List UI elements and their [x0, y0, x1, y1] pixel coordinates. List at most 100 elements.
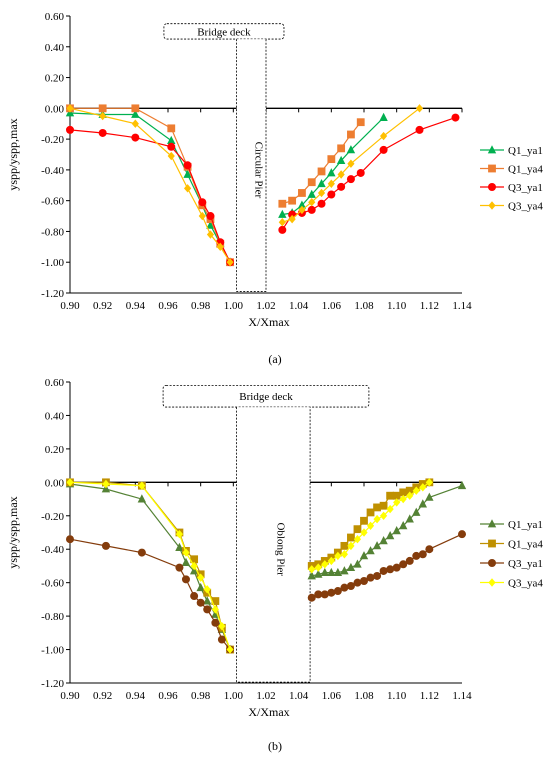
data-point-q3_ya1 — [337, 182, 346, 191]
x-tick-label: 1.12 — [420, 690, 439, 702]
data-point-q3_ya1 — [101, 541, 110, 550]
data-point-q3_ya1 — [181, 575, 190, 584]
x-tick-label: 0.96 — [158, 690, 178, 702]
data-point-q1_ya4 — [167, 124, 176, 133]
data-point-q1_ya1 — [137, 494, 147, 503]
legend-marker — [488, 539, 496, 548]
y-tick-label: -0.80 — [41, 226, 64, 238]
pier-label: Oblong Pier — [274, 522, 286, 576]
data-point-q3_ya4 — [175, 529, 184, 539]
data-point-q1_ya4 — [317, 167, 326, 176]
data-point-q3_ya4 — [419, 483, 427, 492]
x-tick-label: 1.14 — [452, 690, 472, 702]
legend-label: Q1_ya1 — [508, 519, 543, 531]
series-line-q3_ya1 — [281, 117, 456, 231]
data-point-q3_ya4 — [138, 481, 146, 490]
data-point-q1_ya4 — [211, 597, 220, 605]
data-point-q3_ya1 — [167, 142, 176, 151]
y-tick-label: 0.20 — [45, 73, 65, 85]
data-point-q1_ya1 — [412, 507, 421, 516]
x-tick-label: 1.06 — [322, 690, 342, 702]
data-point-q3_ya4 — [399, 494, 407, 504]
data-point-q1_ya1 — [196, 582, 205, 592]
data-point-q3_ya4 — [226, 258, 234, 267]
data-point-q3_ya1 — [317, 199, 326, 208]
data-point-q1_ya4 — [360, 516, 368, 525]
y-tick-label: -0.20 — [41, 511, 64, 523]
legend-marker — [487, 519, 497, 528]
data-point-q1_ya1 — [340, 566, 349, 575]
data-point-q1_ya1 — [320, 567, 329, 577]
data-point-q3_ya4 — [288, 214, 296, 224]
y-tick-label: -0.20 — [41, 134, 64, 146]
data-point-q1_ya1 — [131, 109, 140, 118]
y-tick-label: -1.00 — [41, 645, 64, 657]
data-point-q3_ya1 — [451, 113, 460, 122]
data-point-q3_ya1 — [356, 168, 365, 177]
data-point-q1_ya1 — [297, 200, 307, 209]
data-point-q3_ya1 — [458, 530, 466, 539]
x-tick-label: 0.94 — [126, 690, 146, 702]
panel-label: (b) — [268, 739, 282, 753]
data-point-q1_ya4 — [98, 104, 107, 113]
series-line-q1_ya1 — [69, 112, 231, 263]
data-point-q1_ya1 — [307, 189, 316, 198]
data-point-q1_ya1 — [314, 569, 323, 578]
data-point-q1_ya1 — [425, 492, 434, 501]
x-tick-label: 0.94 — [126, 300, 146, 312]
data-point-q1_ya1 — [359, 551, 369, 560]
data-point-q1_ya1 — [385, 531, 395, 540]
data-point-q1_ya1 — [353, 559, 362, 568]
y-tick-label: 0.60 — [45, 11, 65, 23]
data-point-q3_ya1 — [190, 592, 199, 601]
legend-label: Q3_ya1 — [508, 558, 543, 570]
legend-label: Q3_ya1 — [508, 182, 543, 194]
data-point-q1_ya1 — [392, 526, 401, 535]
data-point-q1_ya1 — [346, 145, 356, 154]
data-point-q3_ya4 — [66, 478, 74, 487]
data-point-q3_ya4 — [308, 565, 316, 574]
x-tick-label: 1.00 — [224, 300, 244, 312]
data-point-q1_ya4 — [386, 491, 395, 500]
data-point-q1_ya4 — [288, 196, 297, 205]
data-point-q3_ya1 — [399, 560, 408, 569]
data-point-q1_ya4 — [340, 541, 349, 550]
data-point-q3_ya1 — [211, 618, 220, 627]
series-line-q3_ya1 — [69, 129, 231, 263]
data-point-q3_ya4 — [412, 486, 420, 495]
data-point-q3_ya1 — [320, 590, 329, 599]
data-point-q3_ya1 — [366, 573, 375, 582]
x-tick-label: 0.98 — [191, 690, 211, 702]
data-point-q1_ya4 — [347, 533, 355, 542]
data-point-q1_ya4 — [373, 503, 381, 512]
data-point-q1_ya1 — [181, 557, 191, 566]
data-point-q1_ya1 — [317, 178, 326, 188]
data-point-q3_ya1 — [425, 545, 434, 554]
data-point-q1_ya1 — [372, 541, 382, 550]
data-point-q3_ya4 — [198, 211, 206, 221]
x-tick-label: 0.90 — [60, 690, 80, 702]
data-point-q3_ya4 — [321, 560, 329, 569]
x-tick-label: 1.04 — [289, 300, 309, 312]
data-point-q3_ya1 — [405, 556, 414, 565]
legend-marker — [488, 183, 496, 191]
x-tick-label: 1.04 — [289, 690, 309, 702]
legend-label: Q3_ya4 — [508, 578, 543, 590]
data-point-q1_ya1 — [366, 546, 375, 555]
data-point-q3_ya4 — [314, 563, 322, 572]
x-tick-label: 1.10 — [387, 300, 407, 312]
x-tick-label: 0.92 — [93, 300, 112, 312]
legend-marker — [488, 559, 496, 567]
data-point-q3_ya4 — [366, 521, 375, 531]
data-point-q3_ya4 — [334, 551, 342, 561]
y-axis-title: yspp/yspp,max — [6, 496, 20, 568]
data-point-q1_ya1 — [307, 571, 316, 580]
series-line-q1_ya4 — [70, 481, 231, 650]
data-point-q3_ya4 — [360, 528, 368, 537]
data-point-q3_ya1 — [307, 593, 316, 602]
data-point-q3_ya1 — [412, 551, 421, 560]
data-point-q3_ya4 — [386, 504, 394, 514]
x-tick-label: 1.14 — [452, 300, 472, 312]
y-tick-label: 0.00 — [45, 103, 65, 115]
data-point-q3_ya1 — [131, 133, 140, 142]
